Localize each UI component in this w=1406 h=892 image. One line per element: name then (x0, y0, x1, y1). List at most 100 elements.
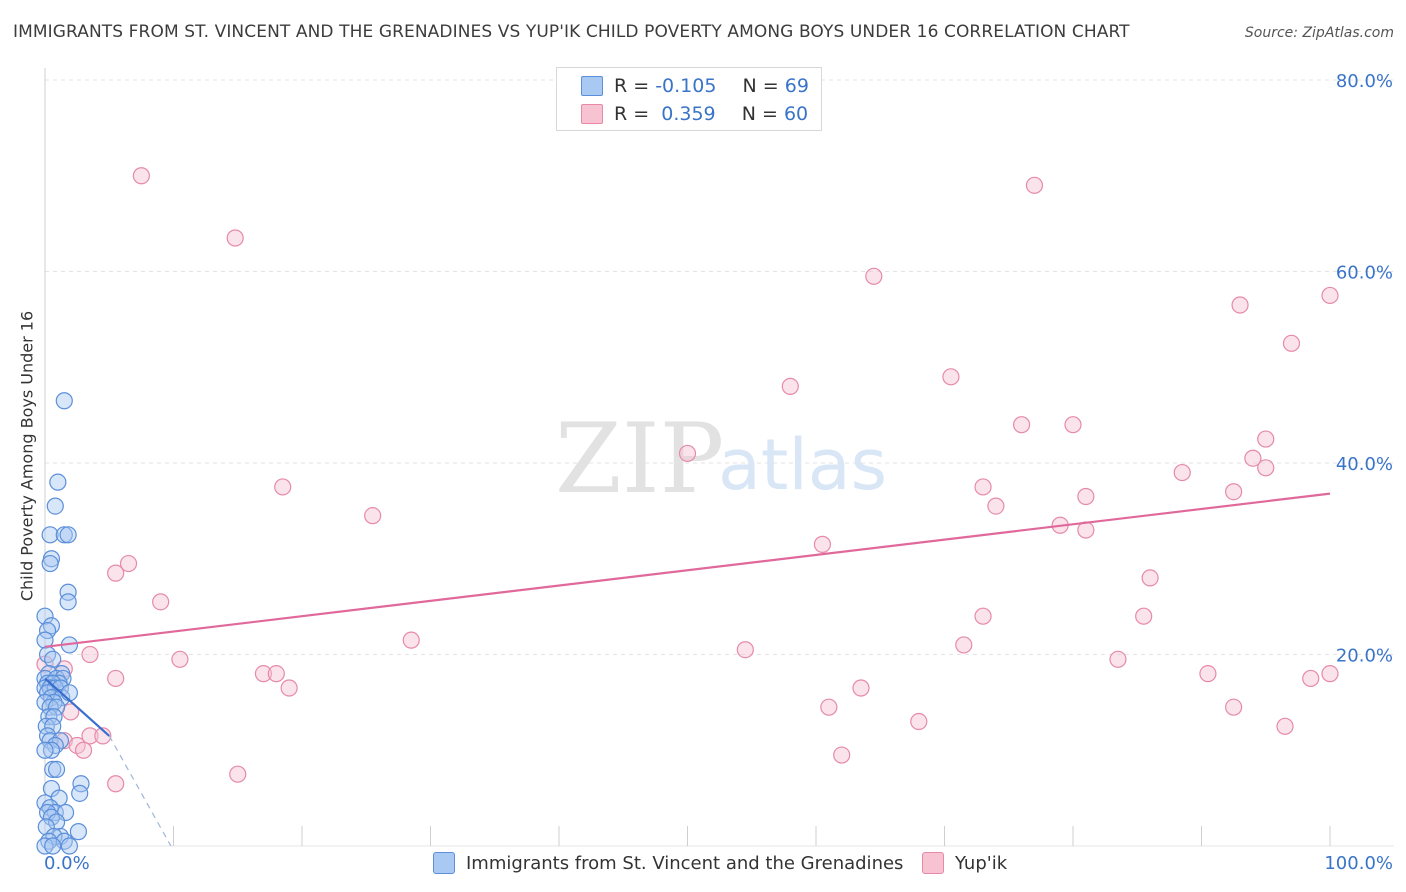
yupik-point (1199, 665, 1217, 683)
x-tick-label: 0.0% (44, 853, 90, 874)
st-vincent-point (59, 593, 77, 611)
yupik-point (1321, 286, 1339, 305)
yupik-point (280, 679, 298, 697)
gridlines (45, 79, 1394, 655)
yupik-point (955, 636, 973, 654)
yupik-point (1257, 459, 1275, 477)
series-legend: Immigrants from St. Vincent and the Gren… (0, 852, 1406, 876)
n-value-blue: 69 (784, 75, 809, 97)
correlation-legend: R = -0.105 N = 69 R = 0.359 N = 60 (556, 67, 822, 131)
watermark-atlas: atlas (718, 424, 887, 506)
yupik-point (987, 497, 1005, 515)
st-vincent-point (38, 621, 57, 640)
yupik-point (910, 712, 928, 731)
yupik-point (736, 641, 754, 659)
st-vincent-point (36, 631, 54, 649)
yupik-point (1025, 176, 1044, 194)
yupik-point (1276, 717, 1294, 735)
st-vincent-point (44, 760, 62, 779)
st-vincent-point (44, 650, 62, 668)
legend-row-blue: R = -0.105 N = 69 (581, 74, 809, 98)
yupik-point (274, 478, 292, 496)
yupik-point (267, 665, 285, 683)
y-tick-label: 40.0% (1336, 454, 1393, 475)
yupik-point (678, 444, 697, 463)
yupik-point (254, 665, 273, 683)
st-vincent-point (36, 741, 54, 759)
legend-item-st-vincent: Immigrants from St. Vincent and the Gren… (433, 852, 903, 874)
yupik-point (74, 741, 93, 759)
yupik-point (1109, 650, 1127, 668)
st-vincent-point (40, 708, 58, 726)
yupik-point (107, 775, 125, 793)
st-vincent-point (44, 837, 62, 855)
yupik-point (813, 535, 832, 553)
st-vincent-point (69, 823, 88, 841)
yupik-point (942, 368, 960, 386)
yupik-point (107, 564, 125, 582)
yupik-point (1257, 430, 1275, 448)
yupik-point (107, 669, 125, 688)
yupik-point (226, 229, 244, 247)
r-value-pink: 0.359 (655, 103, 716, 125)
yupik-point (833, 746, 851, 764)
legend-row-pink: R = 0.359 N = 60 (581, 102, 809, 126)
yupik-point (171, 650, 189, 668)
yupik-trend-line (44, 492, 1331, 648)
y-axis-label: Child Poverty Among Boys Under 16 (17, 310, 37, 602)
r-value-blue: -0.105 (655, 75, 717, 97)
legend-item-yupik: Yup'ik (922, 852, 1007, 874)
yupik-point (1231, 296, 1249, 314)
yupik-point (81, 727, 99, 745)
st-vincent-point (60, 684, 79, 702)
st-vincent-point (47, 760, 66, 779)
yupik-point (1173, 463, 1191, 482)
source-credit: Source: ZipAtlas.com (1244, 25, 1394, 41)
yupik-point (1321, 665, 1339, 683)
st-vincent-point (42, 808, 61, 826)
pink-swatch (581, 104, 603, 124)
yupik-point (974, 607, 992, 625)
y-tick-label: 60.0% (1336, 263, 1393, 284)
x-tick-label: 100.0% (1324, 853, 1393, 874)
st-vincent-trend-line (44, 677, 110, 737)
st-vincent-point (44, 717, 62, 735)
n-label: N = (741, 103, 784, 125)
st-vincent-point (59, 583, 77, 601)
st-vincent-point (42, 741, 61, 759)
yupik-point (820, 698, 838, 716)
yupik-point (364, 507, 382, 525)
yupik-point (852, 679, 870, 697)
y-tick-label: 20.0% (1336, 646, 1393, 667)
r-label: R = (614, 103, 656, 125)
yupik-point (1135, 607, 1153, 625)
st-vincent-point (55, 392, 73, 410)
tick-labels: 20.0% 40.0% 60.0% 80.0% 0.0% 100.0% (44, 71, 1393, 874)
yupik-point (974, 478, 992, 496)
blue-swatch (581, 76, 603, 96)
y-tick-label: 80.0% (1336, 71, 1393, 92)
yupik-point (1012, 416, 1031, 434)
st-vincent-point (59, 526, 77, 544)
st-vincent-point (41, 554, 59, 573)
yupik-point (1282, 334, 1301, 352)
yupik-point (781, 377, 799, 395)
st-vincent-point (49, 473, 67, 491)
yupik-point (94, 727, 112, 745)
blue-swatch (433, 852, 455, 874)
yupik-point (1064, 416, 1082, 434)
st-vincent-point (36, 607, 54, 625)
yupik-point (55, 732, 73, 750)
n-label: N = (742, 75, 785, 97)
yupik-point (1225, 698, 1243, 716)
legend-label-st-vincent: Immigrants from St. Vincent and the Gren… (466, 852, 904, 874)
n-value-pink: 60 (783, 103, 809, 125)
st-vincent-point (41, 526, 59, 544)
st-vincent-point (46, 497, 64, 515)
yupik-point (152, 593, 170, 611)
legend-label-yupik: Yup'ik (955, 852, 1008, 874)
yupik-point (229, 765, 247, 783)
yupik-point (1141, 569, 1159, 587)
r-label: R = (614, 75, 656, 97)
